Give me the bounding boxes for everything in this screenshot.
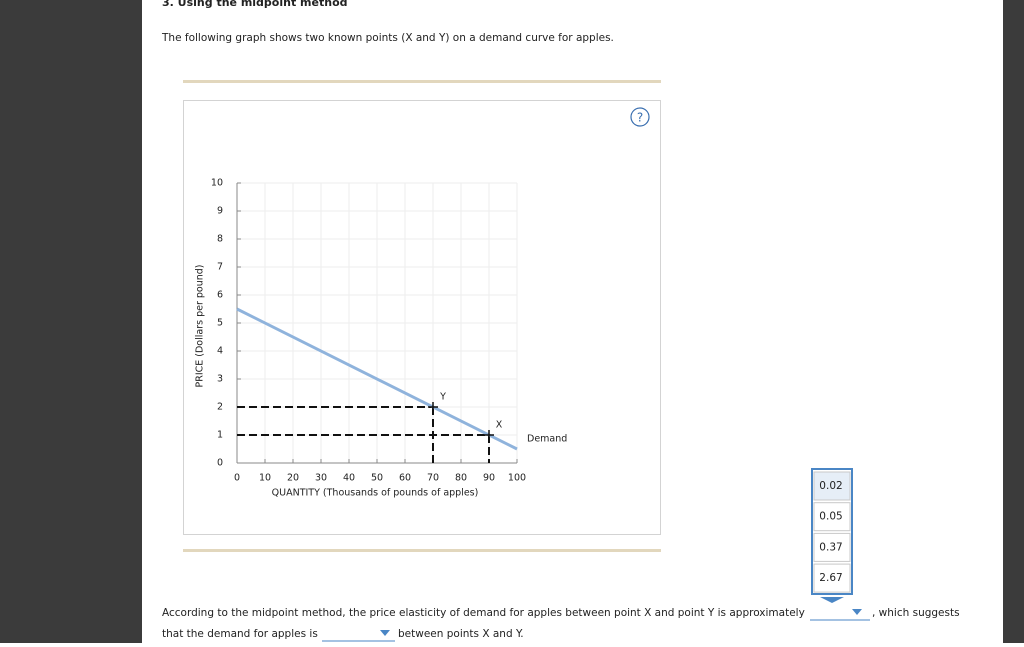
rule bbox=[183, 549, 661, 552]
y-tick-label: 5 bbox=[217, 318, 223, 329]
y-tick-label: 3 bbox=[217, 374, 223, 385]
dropdown-option-label[interactable]: 0.02 bbox=[819, 480, 842, 492]
x-tick-label: 60 bbox=[399, 473, 411, 484]
dropdown-option-label[interactable]: 2.67 bbox=[819, 572, 842, 584]
question-text: that the demand for apples is bbox=[162, 628, 318, 640]
y-tick-label: 8 bbox=[217, 234, 223, 245]
dropdown-option-label[interactable]: 0.05 bbox=[819, 511, 842, 523]
y-tick-label: 0 bbox=[217, 458, 223, 469]
y-tick-label: 7 bbox=[217, 262, 223, 273]
left-sidebar bbox=[0, 0, 142, 643]
x-tick-label: 50 bbox=[371, 473, 383, 484]
x-tick-label: 70 bbox=[427, 473, 439, 484]
dropdown-option[interactable] bbox=[813, 532, 851, 562]
dropdown-option[interactable] bbox=[813, 471, 851, 501]
question-text: , which suggests bbox=[872, 607, 960, 619]
help-icon[interactable]: ? bbox=[637, 111, 643, 125]
demand-line bbox=[236, 307, 518, 451]
x-tick-label: 30 bbox=[315, 473, 327, 484]
dropdown-pointer bbox=[820, 597, 844, 603]
x-tick-label: 20 bbox=[287, 473, 299, 484]
x-tick-label: 40 bbox=[343, 473, 355, 484]
point-label: X bbox=[496, 420, 503, 431]
series-label: Demand bbox=[527, 434, 567, 445]
point-marker bbox=[428, 402, 438, 412]
heading: 3. Using the midpoint method bbox=[162, 0, 348, 9]
x-tick-label: 0 bbox=[234, 473, 240, 484]
question-text: between points X and Y. bbox=[398, 628, 524, 640]
y-tick-label: 9 bbox=[217, 206, 223, 217]
point-marker bbox=[484, 430, 494, 440]
dropdown-option-label[interactable]: 0.37 bbox=[819, 541, 842, 553]
y-axis-label: PRICE (Dollars per pound) bbox=[195, 264, 206, 387]
x-axis-label: QUANTITY (Thousands of pounds of apples) bbox=[272, 488, 479, 499]
y-tick-label: 4 bbox=[217, 346, 223, 357]
question-text: According to the midpoint method, the pr… bbox=[162, 607, 805, 619]
x-tick-label: 80 bbox=[455, 473, 467, 484]
dropdown-arrow[interactable] bbox=[852, 609, 862, 615]
y-tick-label: 1 bbox=[217, 430, 223, 441]
graph-box bbox=[183, 100, 661, 535]
help-button[interactable] bbox=[630, 107, 650, 127]
dropdown-option[interactable] bbox=[813, 563, 851, 593]
y-tick-label: 2 bbox=[217, 402, 223, 413]
right-sidebar bbox=[1003, 0, 1024, 643]
x-tick-label: 100 bbox=[508, 473, 526, 484]
point-label: Y bbox=[439, 392, 446, 403]
dropdown-arrow[interactable] bbox=[380, 630, 390, 636]
x-tick-label: 90 bbox=[483, 473, 495, 484]
rule bbox=[183, 80, 661, 83]
y-tick-label: 6 bbox=[217, 290, 223, 301]
dropdown-options: 0.02 0.05 0.37 2.67 bbox=[813, 471, 851, 593]
dropdown-option[interactable] bbox=[813, 502, 851, 532]
y-tick-label: 10 bbox=[211, 178, 223, 189]
x-tick-label: 10 bbox=[259, 473, 271, 484]
intro: The following graph shows two known poin… bbox=[161, 32, 614, 44]
